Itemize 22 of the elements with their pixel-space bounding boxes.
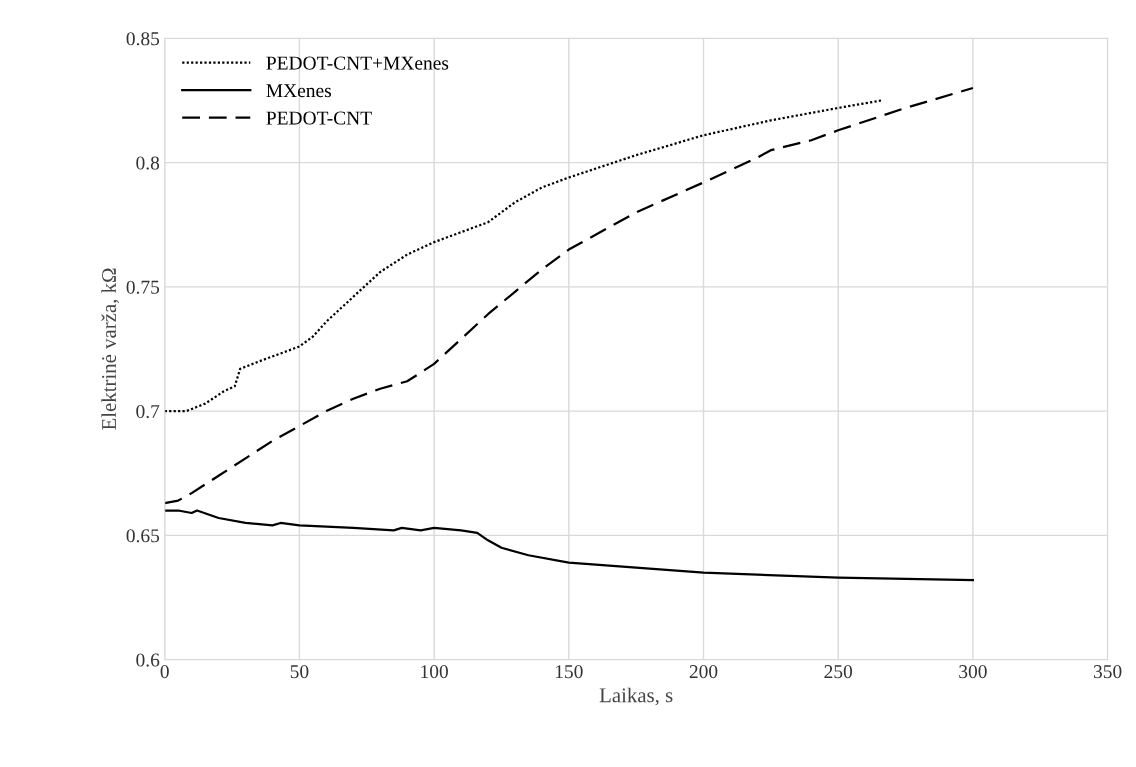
x-tick-label: 50: [290, 665, 309, 679]
x-tick-label: 200: [689, 665, 718, 679]
line-series: [164, 86, 975, 505]
y-tick-label: 0.6: [136, 653, 160, 667]
x-tick-label: 300: [959, 665, 987, 679]
line-series: [164, 509, 975, 582]
x-tick-label: 100: [421, 665, 448, 679]
x-axis-title: Laikas, s: [599, 687, 673, 706]
y-tick-label: 0.85: [126, 32, 160, 46]
legend-label: PEDOT-CNT+MXenes: [266, 56, 449, 70]
y-tick-label: 0.8: [136, 156, 160, 170]
y-axis-title: Elektrinė varža, kΩ: [101, 268, 120, 430]
y-tick-label: 0.7: [136, 404, 160, 419]
y-tick-label: 0.75: [126, 280, 160, 294]
line-series: [164, 99, 883, 413]
x-tick-label: 350: [1093, 665, 1122, 679]
legend-label: MXenes: [266, 84, 332, 98]
x-tick-label: 250: [824, 665, 853, 679]
legend-label: PEDOT-CNT: [266, 111, 372, 125]
y-tick-label: 0.65: [126, 529, 160, 543]
x-tick-label: 0: [160, 665, 169, 679]
x-tick-label: 150: [555, 665, 583, 679]
